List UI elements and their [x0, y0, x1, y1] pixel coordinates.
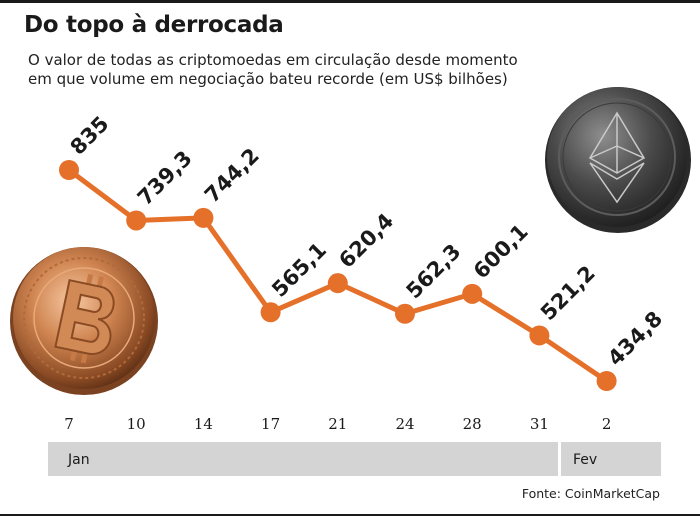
data-point [260, 302, 281, 323]
data-label: 521,2 [536, 261, 600, 325]
data-label: 562,3 [402, 239, 466, 303]
x-tick-label: 2 [602, 415, 612, 433]
data-label: 739,3 [133, 146, 197, 210]
chart-title: Do topo à derrocada [24, 12, 284, 38]
x-tick-label: 17 [261, 415, 280, 433]
data-points-layer [59, 160, 617, 391]
data-point [462, 283, 483, 304]
month-band-jan [48, 442, 558, 476]
data-point [395, 303, 415, 324]
month-band-fev [561, 442, 661, 476]
data-label: 434,8 [603, 307, 667, 371]
subtitle-line-2: em que volume em negociação bateu record… [28, 70, 508, 88]
source-credit: Fonte: CoinMarketCap [521, 486, 660, 501]
x-tick-label: 24 [395, 415, 414, 433]
bitcoin-coin-icon [10, 247, 158, 395]
data-point [59, 160, 79, 180]
data-point [596, 371, 617, 391]
subtitle-line-1: O valor de todas as criptomoedas em circ… [28, 51, 518, 69]
data-label: 835 [66, 112, 114, 160]
x-tick-label: 31 [530, 415, 549, 433]
month-band: Jan Fev [48, 442, 661, 476]
chart-subtitle: O valor de todas as criptomoedas em circ… [28, 51, 518, 89]
data-point [126, 210, 147, 231]
month-label-fev: Fev [573, 452, 597, 468]
data-label: 744,2 [200, 143, 264, 207]
ethereum-coin-icon [545, 87, 691, 233]
data-label: 600,1 [469, 219, 533, 283]
data-label: 620,4 [334, 209, 398, 273]
x-tick-label: 21 [328, 415, 347, 433]
data-point [193, 207, 214, 228]
data-point [327, 273, 348, 294]
x-tick-label: 14 [194, 415, 213, 433]
x-tick-label: 10 [127, 415, 146, 433]
month-label-jan: Jan [67, 452, 90, 468]
top-rule [0, 0, 700, 3]
bottom-rule [0, 514, 700, 516]
x-axis-ticks: 7 10 14 17 21 24 28 31 2 [64, 415, 611, 433]
data-point [529, 325, 550, 346]
x-tick-label: 28 [463, 415, 482, 433]
x-tick-label: 7 [64, 415, 74, 433]
